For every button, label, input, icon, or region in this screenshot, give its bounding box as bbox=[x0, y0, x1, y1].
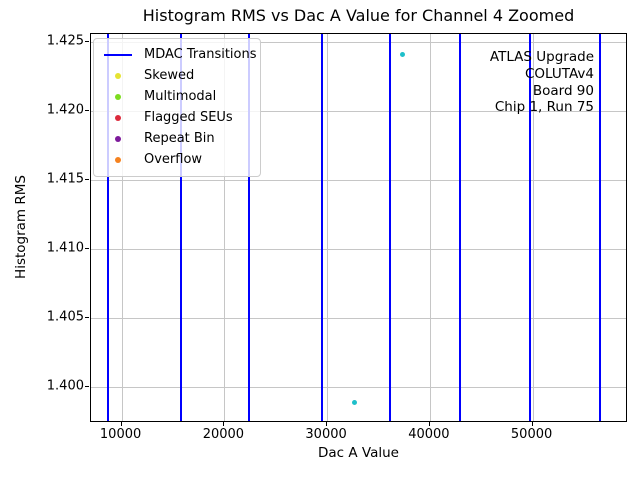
y-tick-mark bbox=[85, 386, 89, 388]
y-tick-label: 1.410 bbox=[46, 240, 84, 256]
annotation-text: ATLAS Upgrade COLUTAv4 Board 90 Chip 1, Run… bbox=[490, 49, 594, 116]
chart-title: Histogram RMS vs Dac A Value for Channel… bbox=[142, 6, 575, 25]
mdac-transition-line bbox=[106, 34, 109, 421]
legend-dot-marker bbox=[115, 72, 121, 79]
mdac-transition-line bbox=[599, 34, 602, 421]
annotation-line: ATLAS Upgrade bbox=[489, 49, 594, 65]
legend-marker-box bbox=[100, 135, 136, 142]
grid-line-horizontal bbox=[91, 387, 626, 389]
legend-item: Overflow bbox=[100, 149, 254, 170]
x-tick-label: 50000 bbox=[510, 427, 553, 442]
mdac-transition-line bbox=[179, 34, 182, 421]
legend-dot-marker bbox=[115, 114, 121, 121]
legend-item-label: MDAC Transitions bbox=[144, 47, 257, 62]
grid-line-vertical bbox=[327, 34, 329, 421]
mdac-transition-line bbox=[320, 34, 323, 421]
legend-item-label: Flagged SEUs bbox=[144, 110, 233, 125]
x-tick-label: 10000 bbox=[99, 427, 142, 442]
x-axis-label: Dac A Value bbox=[318, 445, 399, 461]
x-tick-label: 40000 bbox=[408, 427, 450, 442]
legend-item: MDAC Transitions bbox=[100, 44, 257, 65]
x-tick-mark bbox=[326, 422, 328, 426]
x-tick-mark bbox=[428, 422, 430, 426]
legend-dot-marker bbox=[115, 156, 121, 163]
grid-line-horizontal bbox=[91, 42, 626, 44]
legend-item: Multimodal bbox=[100, 86, 254, 107]
y-tick-label: 1.420 bbox=[46, 102, 84, 118]
x-tick-label: 30000 bbox=[305, 427, 347, 442]
x-tick-label: 20000 bbox=[202, 427, 245, 442]
x-tick-mark bbox=[531, 422, 533, 426]
data-point bbox=[351, 399, 357, 405]
legend-dot-marker bbox=[115, 93, 121, 100]
grid-line-vertical bbox=[224, 34, 226, 421]
grid-line-horizontal bbox=[91, 318, 626, 320]
legend-marker-box bbox=[100, 72, 136, 79]
legend-item-label: Repeat Bin bbox=[144, 131, 215, 146]
y-tick-mark bbox=[85, 317, 89, 319]
legend-marker-box bbox=[100, 53, 136, 56]
x-tick-mark bbox=[120, 422, 122, 426]
y-axis-label: Histogram RMS bbox=[13, 175, 29, 279]
y-tick-mark bbox=[85, 179, 89, 181]
mdac-transition-line bbox=[529, 34, 532, 421]
legend-item: Repeat Bin bbox=[100, 128, 254, 149]
legend: MDAC Transitions Skewed Multimodal Flagged … bbox=[93, 38, 261, 177]
y-tick-mark bbox=[85, 110, 89, 112]
mdac-transition-line bbox=[247, 34, 250, 421]
y-tick-label: 1.400 bbox=[46, 378, 84, 394]
legend-item-label: Multimodal bbox=[144, 89, 217, 104]
y-tick-label: 1.405 bbox=[46, 309, 84, 325]
y-tick-label: 1.415 bbox=[46, 171, 84, 187]
y-tick-label: 1.425 bbox=[46, 33, 84, 49]
grid-line-horizontal bbox=[91, 111, 626, 113]
legend-dot-marker bbox=[115, 135, 121, 142]
y-tick-mark bbox=[85, 248, 89, 250]
x-tick-mark bbox=[223, 422, 225, 426]
legend-item-label: Overflow bbox=[144, 152, 203, 167]
legend-line-marker bbox=[104, 53, 132, 56]
data-point bbox=[399, 52, 405, 58]
legend-item: Flagged SEUs bbox=[100, 107, 254, 128]
grid-line-vertical bbox=[429, 34, 431, 421]
grid-line-horizontal bbox=[91, 249, 626, 251]
legend-item: Skewed bbox=[100, 65, 254, 86]
legend-item-label: Skewed bbox=[144, 68, 195, 83]
legend-marker-box bbox=[100, 114, 136, 121]
grid-line-vertical bbox=[532, 34, 534, 421]
annotation-line: COLUTAv4 bbox=[524, 65, 594, 82]
annotation-line: Board 90 bbox=[532, 82, 594, 99]
grid-line-horizontal bbox=[91, 180, 626, 182]
annotation-line: Chip 1, Run 75 bbox=[494, 99, 594, 116]
mdac-transition-line bbox=[388, 34, 391, 421]
y-tick-mark bbox=[85, 41, 89, 43]
mdac-transition-line bbox=[458, 34, 461, 421]
legend-marker-box bbox=[100, 93, 136, 100]
legend-marker-box bbox=[100, 156, 136, 163]
grid-line-vertical bbox=[121, 34, 123, 421]
